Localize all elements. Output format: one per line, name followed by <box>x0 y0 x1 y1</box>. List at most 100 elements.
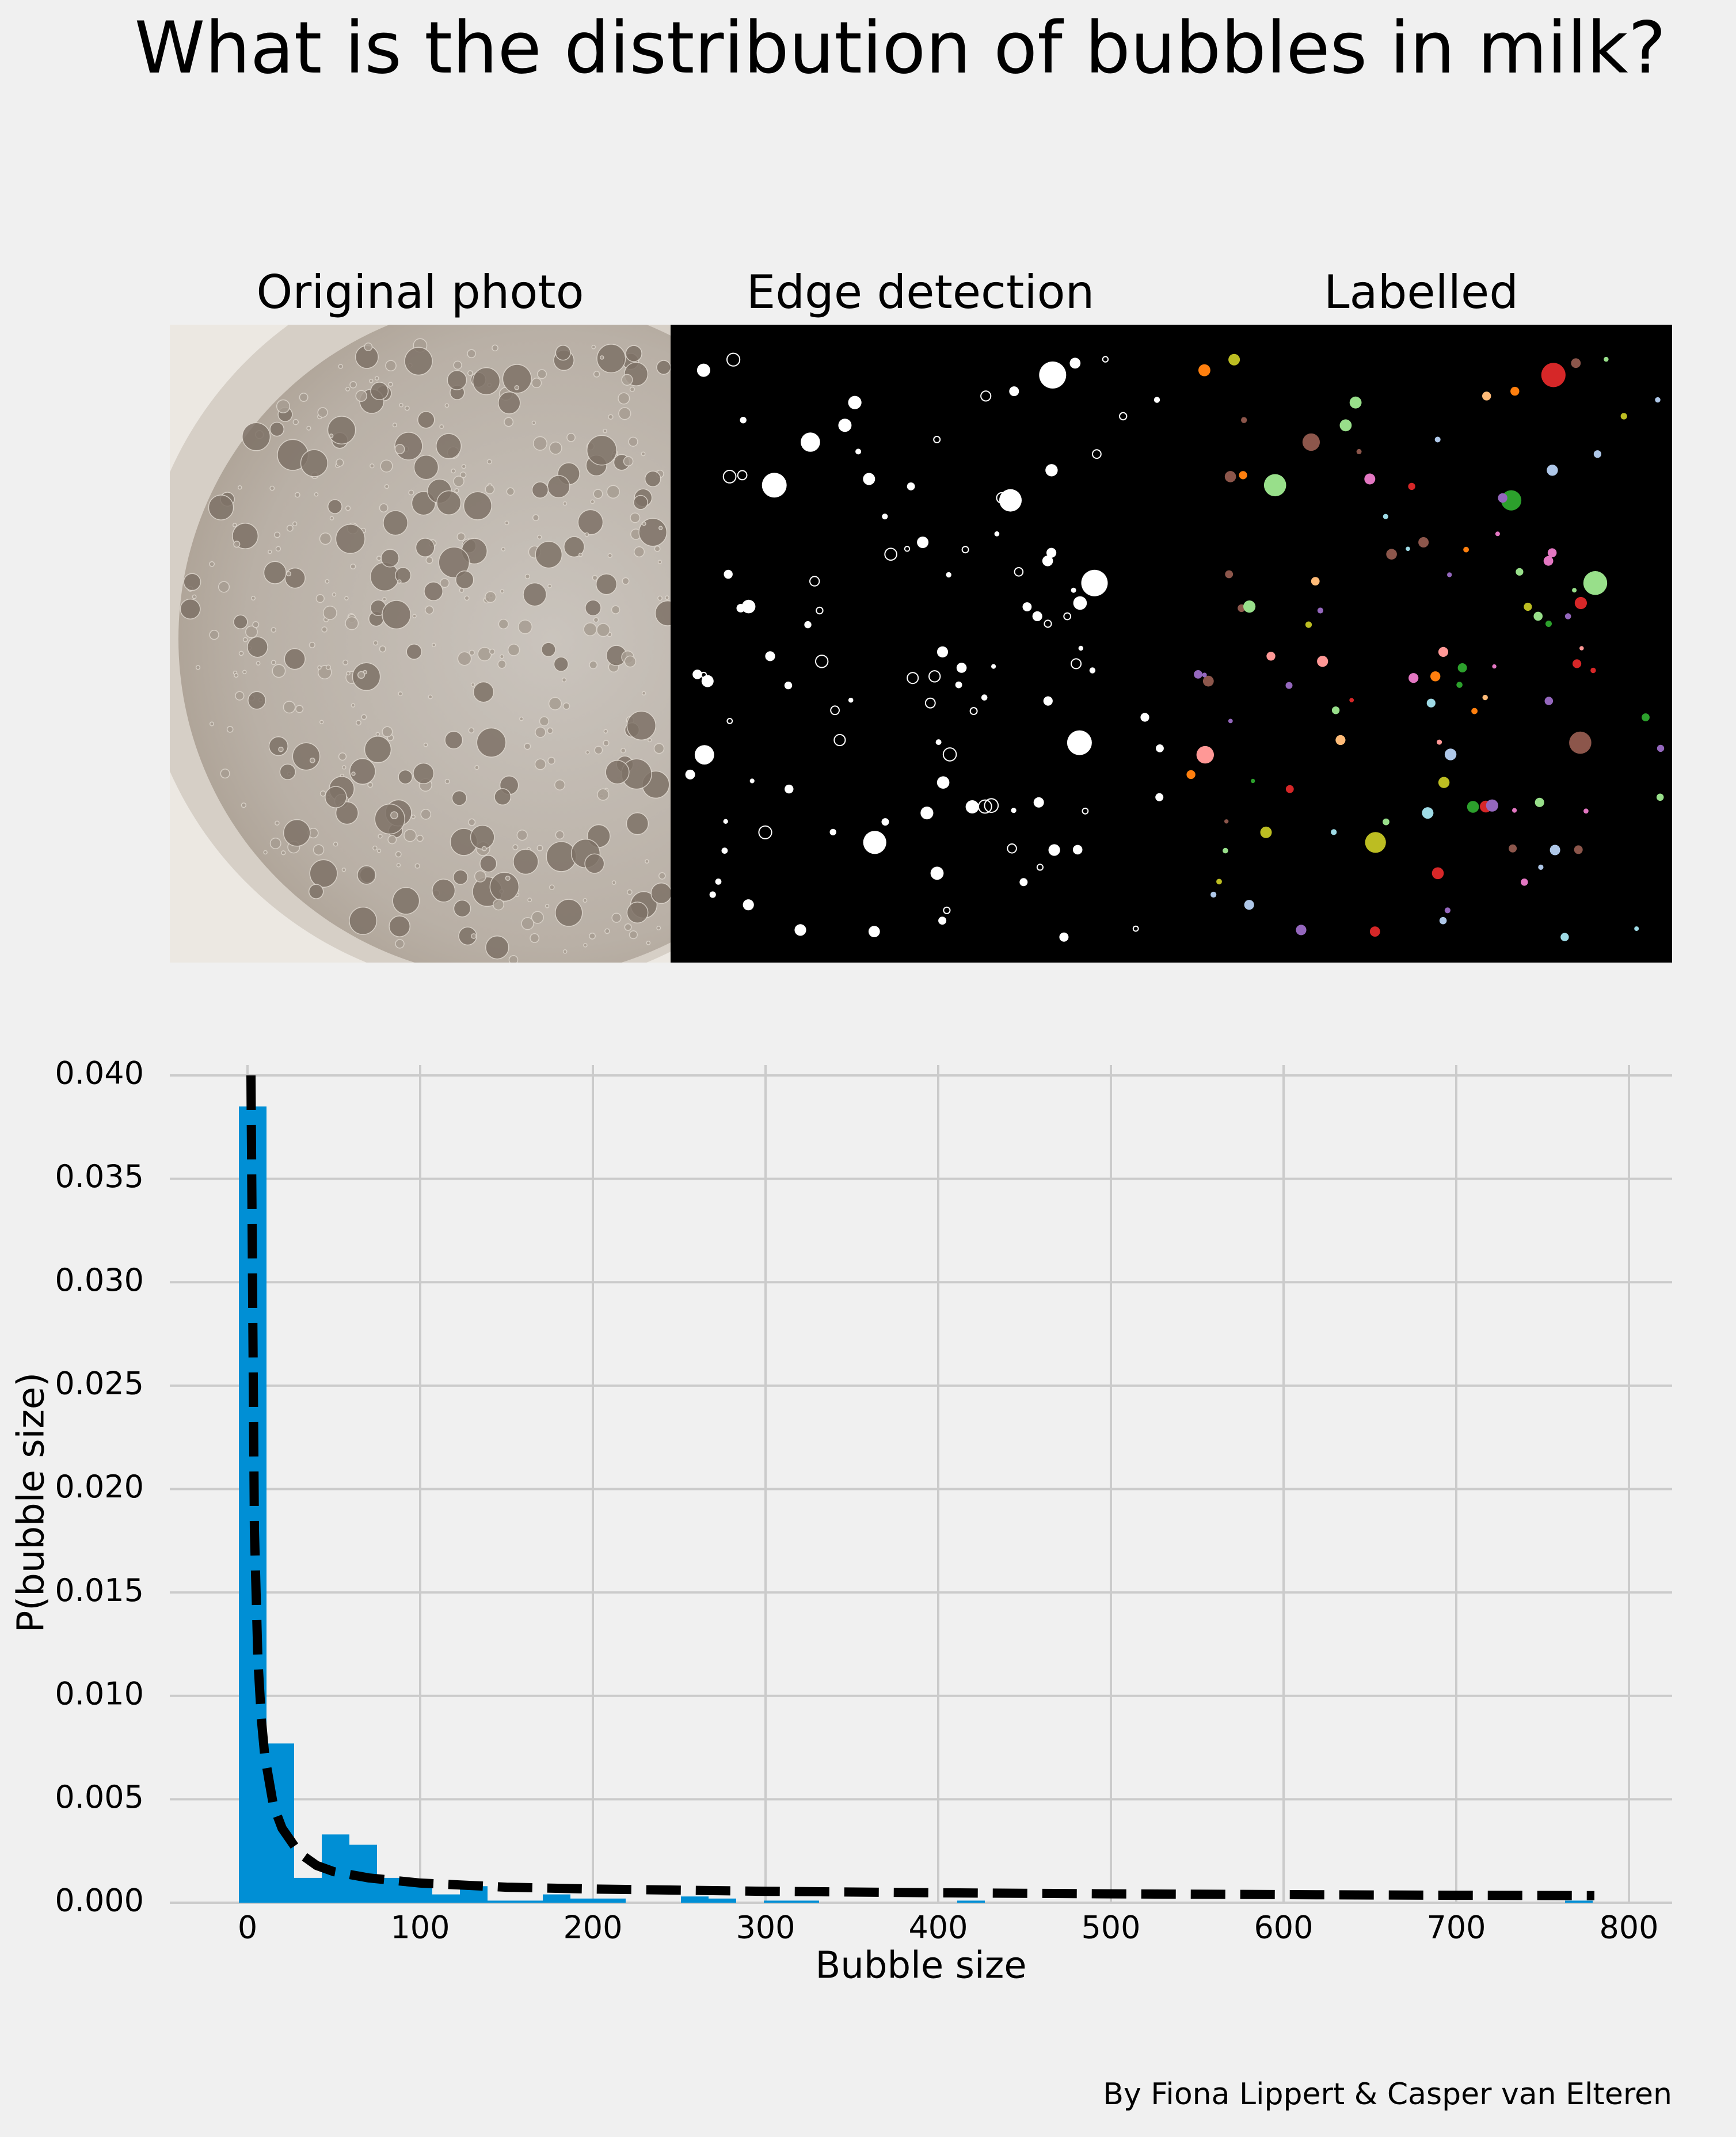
labelled-blob <box>1590 667 1596 674</box>
labelled-blob <box>1317 607 1323 614</box>
labelled-image <box>1171 325 1672 963</box>
photo-bubble <box>246 636 268 658</box>
photo-bubble <box>369 379 374 383</box>
edge-detection-image <box>671 325 1171 963</box>
photo-bubble <box>629 930 638 940</box>
photo-bubble <box>583 943 588 948</box>
histogram-bar <box>488 1900 515 1903</box>
x-tick-label: 800 <box>1599 1910 1658 1946</box>
photo-bubble <box>392 423 397 428</box>
photo-bubble <box>399 402 403 408</box>
labelled-blob <box>1573 659 1582 668</box>
photo-bubble <box>308 884 324 899</box>
y-tick-label: 0.040 <box>55 1055 144 1092</box>
labelled-blob <box>1543 556 1554 566</box>
edge-blob <box>938 917 947 925</box>
photo-bubble <box>590 499 595 504</box>
photo-bubble <box>596 344 626 374</box>
photo-bubble <box>633 495 648 510</box>
labelled-blob <box>1593 450 1601 458</box>
photo-bubble <box>345 386 350 391</box>
photo-bubble <box>535 541 563 569</box>
labelled-blob <box>1202 675 1214 687</box>
labelled-blob <box>1296 925 1307 936</box>
photo-bubble <box>605 760 630 785</box>
photo-bubble <box>547 475 570 499</box>
photo-bubble <box>585 599 601 617</box>
edge-blob <box>1036 864 1044 871</box>
photo-bubble <box>387 835 397 845</box>
histogram-bar <box>515 1900 543 1903</box>
photo-bubble <box>535 727 546 738</box>
labelled-blob <box>1657 744 1665 752</box>
photo-bubble <box>283 819 311 847</box>
photo-bubble <box>295 705 304 713</box>
x-tick-label: 200 <box>563 1910 622 1946</box>
photo-bubble <box>455 570 474 590</box>
photo-bubble <box>454 488 459 493</box>
photo-bubble <box>593 617 599 623</box>
photo-bubble <box>584 532 589 537</box>
labelled-blob <box>1439 917 1447 925</box>
histogram-bar <box>570 1898 598 1903</box>
photo-bubble <box>415 538 435 558</box>
photo-bubble <box>357 671 366 679</box>
edge-blob <box>1132 925 1139 932</box>
photo-bubble <box>485 591 497 603</box>
histogram-bar <box>598 1898 626 1903</box>
photo-bubble <box>492 899 505 911</box>
photo-bubble <box>220 769 230 779</box>
photo-bubble <box>611 880 616 885</box>
edge-blob <box>1063 612 1072 621</box>
photo-bubble <box>536 845 543 851</box>
labelled-blob <box>1456 682 1463 688</box>
fit-line <box>246 1075 1595 1900</box>
edge-blob <box>696 363 710 377</box>
labelled-blob <box>1241 417 1247 423</box>
photo-bubble <box>561 677 567 683</box>
edge-blob <box>1039 361 1067 389</box>
photo-bubble <box>620 748 626 754</box>
x-tick-label: 600 <box>1254 1910 1313 1946</box>
photo-bubble <box>625 345 642 362</box>
photo-bubble <box>370 463 375 469</box>
edge-blob <box>917 537 929 548</box>
photo-bubble <box>428 694 433 699</box>
photo-bubble <box>192 594 197 599</box>
photo-bubble <box>451 790 467 806</box>
photo-bubble <box>485 935 509 960</box>
photo-bubble <box>554 899 583 927</box>
labelled-blob <box>1437 739 1442 745</box>
photo-bubble <box>641 451 646 457</box>
photo-bubble <box>626 710 657 741</box>
photo-bubble <box>276 399 291 413</box>
edge-blob <box>804 621 812 629</box>
photo-bubble <box>286 524 294 532</box>
photo-bubble <box>611 912 622 923</box>
photo-bubble <box>242 637 248 642</box>
edge-blob <box>709 891 716 898</box>
photo-bubble <box>547 584 552 588</box>
photo-bubble <box>621 374 633 386</box>
photo-bubble <box>351 703 356 708</box>
photo-bubble <box>596 623 611 637</box>
labelled-blob <box>1369 926 1380 937</box>
photo-bubble <box>453 476 465 487</box>
photo-bubble <box>404 347 433 376</box>
photo-bubble <box>235 691 245 701</box>
photo-bubble <box>329 434 334 438</box>
photo-bubble <box>549 884 555 891</box>
photo-bubble <box>589 660 598 670</box>
photo-bubble <box>384 484 389 489</box>
labelled-blob <box>1434 436 1441 443</box>
photo-bubble <box>306 425 311 431</box>
photo-bubble <box>586 435 618 466</box>
edge-blob <box>955 681 962 689</box>
photo-bubble <box>294 492 300 498</box>
edge-blob <box>701 675 714 687</box>
labelled-blob <box>1471 708 1478 714</box>
photo-bubble <box>268 549 272 554</box>
photo-bubble <box>583 622 597 637</box>
edge-blob <box>881 818 889 826</box>
labelled-blob <box>1482 391 1491 401</box>
